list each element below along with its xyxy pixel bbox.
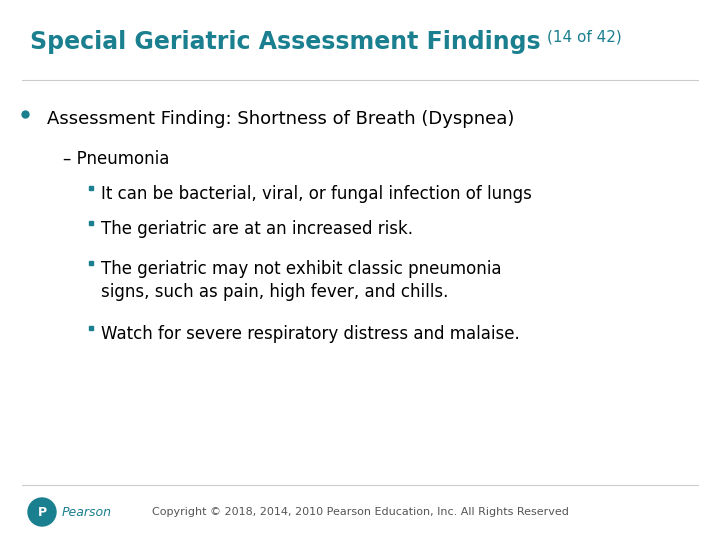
Text: Special Geriatric Assessment Findings: Special Geriatric Assessment Findings: [30, 30, 541, 54]
Text: Assessment Finding: Shortness of Breath (Dyspnea): Assessment Finding: Shortness of Breath …: [47, 110, 514, 128]
Text: (14 of 42): (14 of 42): [546, 30, 621, 45]
Text: – Pneumonia: – Pneumonia: [63, 150, 169, 168]
Text: The geriatric may not exhibit classic pneumonia
signs, such as pain, high fever,: The geriatric may not exhibit classic pn…: [101, 260, 502, 301]
Text: The geriatric are at an increased risk.: The geriatric are at an increased risk.: [101, 220, 413, 238]
Text: It can be bacterial, viral, or fungal infection of lungs: It can be bacterial, viral, or fungal in…: [101, 185, 532, 203]
Text: Watch for severe respiratory distress and malaise.: Watch for severe respiratory distress an…: [101, 325, 520, 343]
Text: Pearson: Pearson: [62, 505, 112, 518]
Text: P: P: [37, 505, 47, 518]
Circle shape: [28, 498, 56, 526]
Text: Copyright © 2018, 2014, 2010 Pearson Education, Inc. All Rights Reserved: Copyright © 2018, 2014, 2010 Pearson Edu…: [152, 507, 568, 517]
